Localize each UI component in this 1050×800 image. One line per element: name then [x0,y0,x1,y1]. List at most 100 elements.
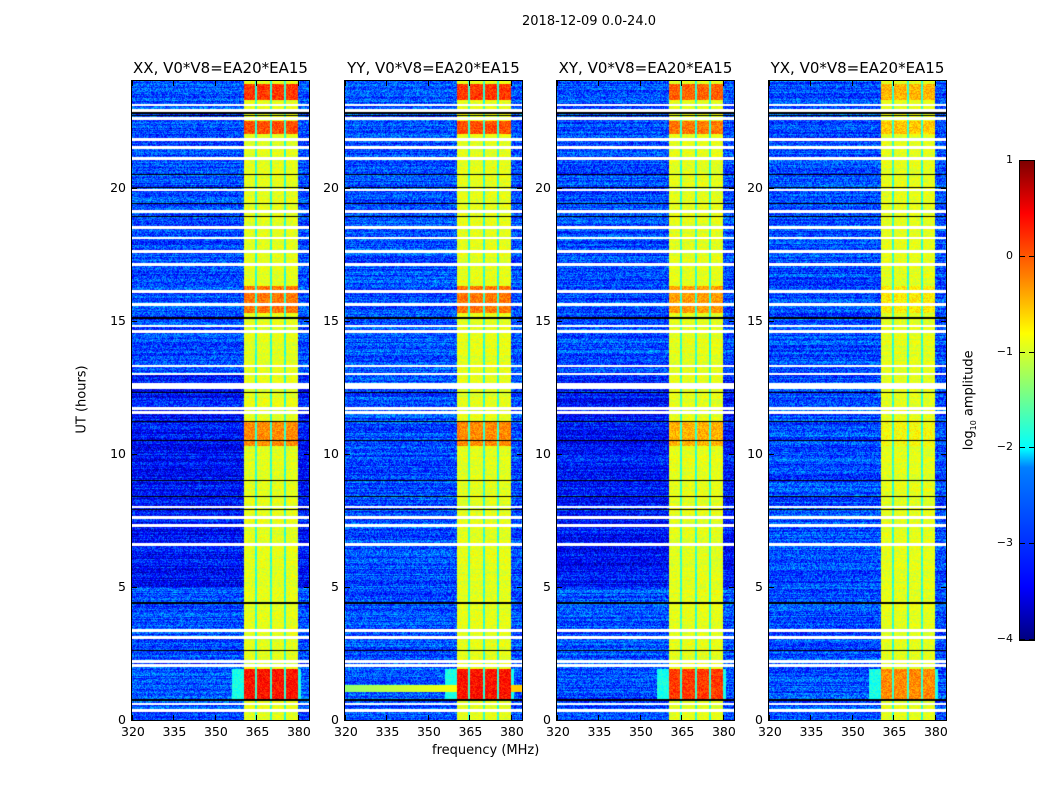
y-tick [557,320,562,322]
y-tick [729,586,734,588]
y-tick [345,720,350,721]
y-tick-label: 5 [755,578,763,594]
x-tick [851,715,853,720]
y-tick-label: 15 [747,312,763,328]
colorbar-tick [1020,639,1025,640]
heatmap-image [132,81,309,720]
colorbar-tick [1029,543,1034,545]
colorbar-tick [1029,255,1034,257]
x-tick [173,715,175,720]
heatmap-image [557,81,734,720]
y-tick-label: 15 [110,312,126,328]
y-tick-label: 5 [543,578,551,594]
x-axis-label: frequency (MHz) [432,743,540,758]
y-tick [132,720,137,721]
y-tick [132,586,137,588]
x-tick-label: 380 [499,724,524,739]
x-tick-label: 350 [628,724,653,739]
y-tick [132,320,137,322]
waterfall-panel-0: XX, V0*V8=EA20*EA15 320 335 350 365 380 0 5 10 15… [110,59,311,739]
y-tick [729,187,734,189]
x-tick [297,81,299,86]
y-tick [517,453,522,455]
y-tick [517,586,522,588]
x-tick [810,715,812,720]
y-tick [769,453,774,455]
x-tick [681,715,683,720]
x-tick-label: 365 [670,724,695,739]
y-tick-label: 10 [747,445,763,461]
colorbar-tick [1020,447,1025,449]
x-tick-label: 335 [587,724,612,739]
y-tick [345,453,350,455]
waterfall-panel-2: XY, V0*V8=EA20*EA15 320 335 350 365 380 0 5 10 15… [535,59,736,739]
y-tick [557,453,562,455]
x-tick-label: 335 [799,724,824,739]
y-tick [517,187,522,189]
x-tick [256,715,258,720]
x-tick [722,81,724,86]
y-tick-label: 5 [118,578,126,594]
colorbar-tick-label: −3 [996,536,1013,550]
x-tick [386,715,388,720]
colorbar-tick-label: −2 [996,440,1013,454]
colorbar-tick [1020,160,1025,161]
heatmap-image [769,81,946,720]
x-tick [427,81,429,86]
x-tick [769,715,770,720]
heatmap-image [345,81,522,720]
x-tick [132,81,133,86]
x-tick-label: 380 [923,724,948,739]
y-tick [941,187,946,189]
x-tick [469,715,471,720]
panel-title: YY, V0*V8=EA20*EA15 [347,59,520,77]
x-tick-label: 365 [458,724,483,739]
colorbar-tick-label: −4 [996,632,1013,645]
waterfall-panel-1: YY, V0*V8=EA20*EA15 320 335 350 365 380 0 5 10 15… [323,59,524,739]
x-tick [386,81,388,86]
x-tick [769,81,770,86]
y-tick [557,586,562,588]
x-tick-label: 350 [203,724,228,739]
y-tick-label: 15 [535,312,551,328]
y-tick [557,187,562,189]
x-tick [256,81,258,86]
panel-title: XY, V0*V8=EA20*EA15 [558,59,733,77]
y-tick [345,320,350,322]
x-tick-label: 335 [162,724,187,739]
x-tick [639,715,641,720]
x-tick [214,715,216,720]
x-tick [173,81,175,86]
x-tick [598,715,600,720]
y-tick [304,320,309,322]
x-tick [557,81,558,86]
x-tick-label: 380 [711,724,736,739]
y-tick [517,320,522,322]
x-tick [934,81,936,86]
x-tick [510,81,512,86]
x-tick [132,715,133,720]
y-tick-label: 10 [535,445,551,461]
y-tick [517,720,522,721]
colorbar-label: log10 amplitude [961,350,979,451]
x-tick [934,715,936,720]
x-tick [345,715,346,720]
y-tick [729,320,734,322]
y-tick [941,320,946,322]
x-tick [557,715,558,720]
y-tick [132,453,137,455]
x-tick-label: 380 [286,724,311,739]
y-tick [304,453,309,455]
y-tick [769,187,774,189]
y-tick-label: 20 [535,179,551,195]
panel-title: XX, V0*V8=EA20*EA15 [133,59,308,77]
x-tick [893,715,895,720]
colorbar-tick [1020,255,1025,257]
y-tick-label: 0 [118,712,126,727]
y-tick [304,586,309,588]
x-tick-label: 320 [121,724,145,739]
y-tick-label: 10 [323,445,339,461]
colorbar-tick-label: 1 [1006,153,1013,166]
x-tick [893,81,895,86]
y-tick [304,720,309,721]
